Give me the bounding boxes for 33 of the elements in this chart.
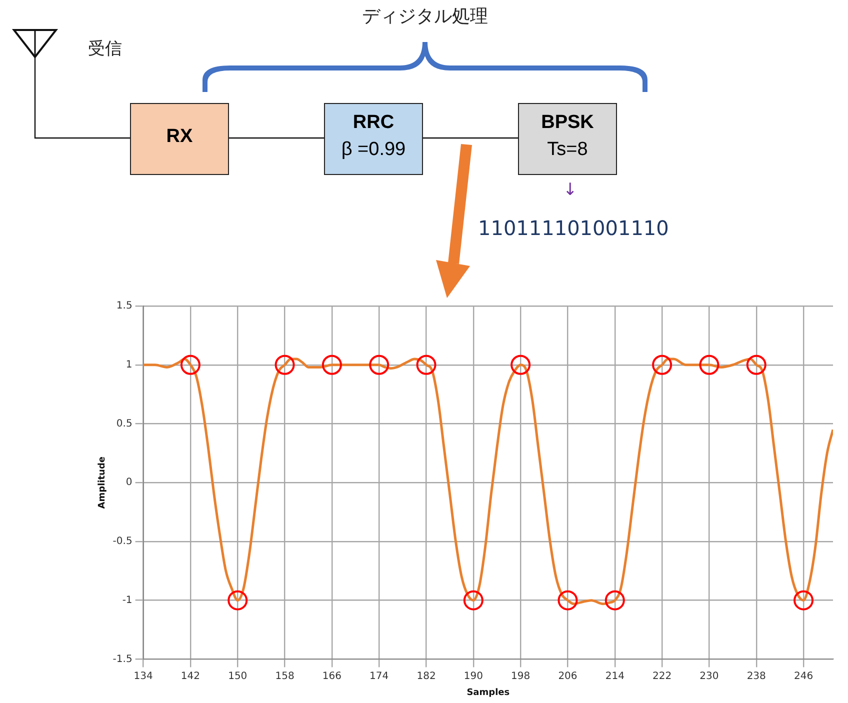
y-tick-label: 1 (126, 359, 132, 370)
y-tick-label: 1.5 (116, 300, 132, 312)
text: 110111101001110 (478, 216, 669, 240)
text: β =0.99 (340, 139, 407, 161)
y-axis-title: Amplitude (98, 456, 108, 509)
y-tick-label: 0 (126, 477, 132, 488)
y-tick-label: -0.5 (112, 536, 132, 548)
x-tick-label: 238 (746, 670, 766, 682)
x-tick-label: 182 (416, 670, 436, 682)
y-tick-label: -1.5 (112, 654, 132, 665)
y-tick-label: 0.5 (116, 418, 132, 430)
x-tick-label: 134 (134, 670, 153, 682)
x-tick-label: 222 (652, 670, 672, 682)
x-tick-label: 174 (370, 670, 389, 682)
y-tick-label: -1 (122, 594, 132, 606)
x-tick-label: 214 (605, 670, 624, 682)
x-axis-title: Samples (466, 688, 510, 698)
x-tick-label: 190 (464, 670, 483, 682)
text: BPSK (540, 112, 595, 134)
x-tick-label: 150 (228, 670, 248, 682)
x-tick-label: 198 (511, 670, 530, 682)
x-tick-label: 142 (180, 670, 200, 682)
x-tick-label: 230 (700, 670, 719, 682)
x-tick-label: 246 (794, 670, 814, 682)
x-tick-label: 206 (558, 670, 578, 682)
x-tick-label: 166 (322, 670, 342, 682)
x-tick-label: 158 (275, 670, 294, 682)
text: RRC (352, 112, 396, 134)
text: ↓ (563, 180, 578, 200)
text: ディジタル処理 (362, 5, 488, 28)
text: 受信 (88, 38, 122, 60)
text: Ts=8 (546, 139, 589, 161)
text: RX (165, 126, 194, 148)
